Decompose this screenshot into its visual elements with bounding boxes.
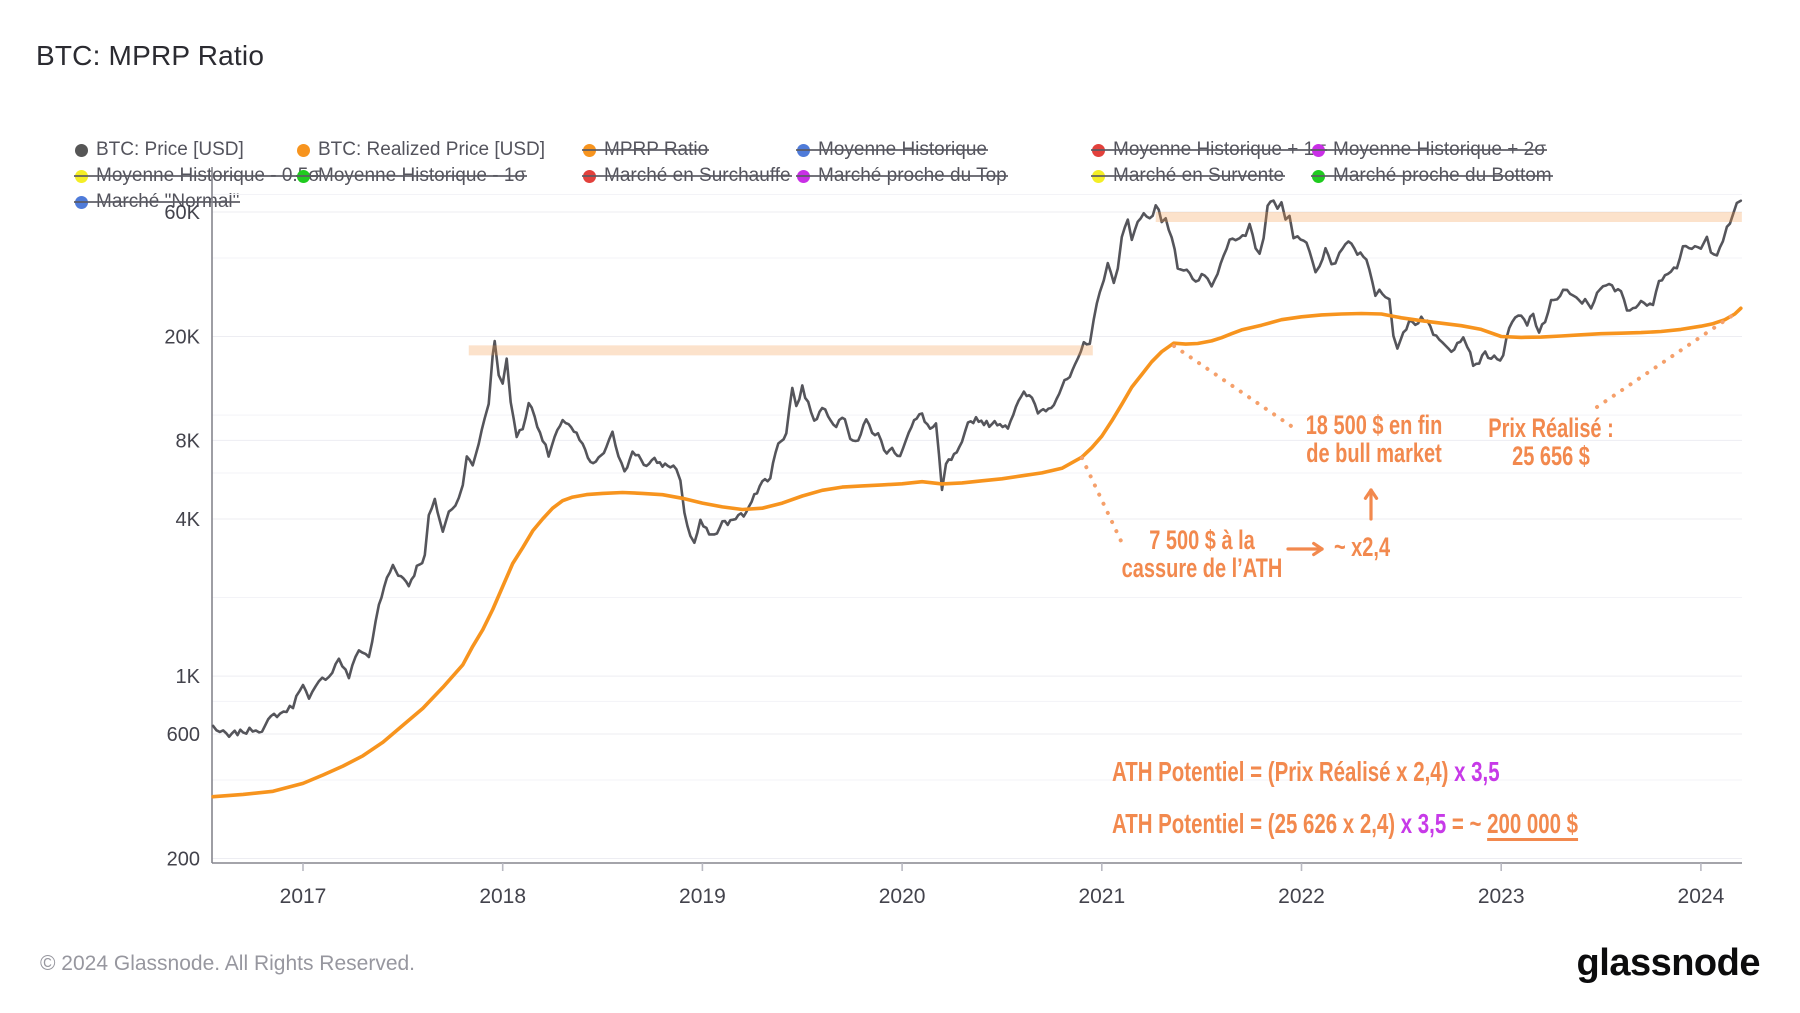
y-tick-label: 20K <box>164 327 200 349</box>
x-tick-label: 2022 <box>1278 885 1325 908</box>
y-tick-label: 600 <box>167 724 200 746</box>
chart-legend: BTC: Price [USD] BTC: Realized Price [USD… <box>0 0 1800 220</box>
glassnode-logo: glassnode <box>1576 942 1761 984</box>
formula2-orange-1: ATH Potentiel = (25 626 x 2,4) <box>1112 808 1396 839</box>
annotation-end-of-bull-line1: 18 500 $ en fin <box>1305 410 1443 440</box>
formula2-purple: x 3,5 <box>1395 808 1447 839</box>
y-tick-label: 4K <box>176 509 201 531</box>
y-tick-label: 200 <box>167 849 200 871</box>
btc-price-line <box>211 199 1743 739</box>
formula2-orange-2: = ~ <box>1446 808 1488 839</box>
legend-item[interactable]: Marché en Surchauffe <box>582 165 792 186</box>
ath-band-2021 <box>1155 212 1742 222</box>
annotation-end-of-bull: 18 500 $ en fin de bull market <box>1306 411 1443 467</box>
annotation-realized-price-line1: Prix Réalisé : <box>1488 413 1614 443</box>
x-tick-label: 2023 <box>1478 885 1525 908</box>
x-tick-label: 2019 <box>679 885 726 908</box>
formula-potential-ath: ATH Potentiel = (Prix Réalisé x 2,4) x 3… <box>1112 756 1500 788</box>
legend-item[interactable]: BTC: Realized Price [USD] <box>297 139 546 160</box>
legend-series-dot-icon <box>297 143 310 157</box>
annotation-multiplier: ~ x2,4 <box>1334 533 1390 561</box>
callout-line-realized-price <box>1595 311 1738 409</box>
legend-item[interactable]: BTC: Price [USD] <box>75 139 244 160</box>
legend-item[interactable]: Marché "Normal" <box>73 191 241 212</box>
annotation-multiplier-text: ~ x2,4 <box>1333 532 1391 562</box>
right-arrow-icon-head <box>1312 547 1324 557</box>
callout-line-ath-break <box>1080 456 1123 543</box>
formula1-orange: ATH Potentiel = (Prix Réalisé x 2,4) <box>1112 756 1449 787</box>
formula1-purple: x 3,5 <box>1448 756 1500 787</box>
annotation-ath-break-line1: 7 500 $ à la <box>1149 525 1255 555</box>
x-tick-label: 2024 <box>1678 885 1725 908</box>
legend-item[interactable]: Moyenne Historique + 1σ <box>1091 139 1327 160</box>
callout-line-end-of-bull <box>1172 344 1296 430</box>
legend-series-dot-icon <box>75 143 88 157</box>
legend-item[interactable]: Moyenne Historique - 1σ <box>295 165 528 186</box>
legend-series-label: BTC: Price [USD] <box>96 139 244 160</box>
legend-item[interactable]: Marché en Survente <box>1090 165 1286 186</box>
y-tick-label: 1K <box>176 666 201 688</box>
annotation-realized-price: Prix Réalisé : 25 656 $ <box>1488 414 1613 470</box>
annotation-realized-price-line2: 25 656 $ <box>1512 441 1590 471</box>
ath-band-2017 <box>468 345 1093 356</box>
up-arrow-icon-head <box>1369 488 1379 500</box>
annotation-ath-break-line2: cassure de l’ATH <box>1121 553 1283 583</box>
legend-item[interactable]: Moyenne Historique + 2σ <box>1311 139 1547 160</box>
y-tick-label: 60K <box>164 202 200 224</box>
legend-item[interactable]: Marché proche du Bottom <box>1311 165 1553 186</box>
x-tick-label: 2018 <box>479 885 526 908</box>
legend-item[interactable]: Marché proche du Top <box>796 165 1008 186</box>
y-tick-label: 8K <box>176 430 201 452</box>
copyright-notice: © 2024 Glassnode. All Rights Reserved. <box>40 952 416 975</box>
realized-price-line <box>211 306 1743 799</box>
annotation-end-of-bull-line2: de bull market <box>1306 438 1442 468</box>
annotation-ath-break: 7 500 $ à la cassure de l’ATH <box>1122 526 1283 582</box>
formula-potential-ath-numeric: ATH Potentiel = (25 626 x 2,4) x 3,5 = ~… <box>1112 808 1578 840</box>
x-tick-label: 2017 <box>280 885 327 908</box>
formula2-target-value: 200 000 $ <box>1487 808 1579 839</box>
x-tick-label: 2021 <box>1078 885 1125 908</box>
page-title: BTC: MPRP Ratio <box>36 40 265 71</box>
legend-item[interactable]: Moyenne Historique - 0.5σ <box>73 165 322 186</box>
legend-item[interactable]: MPRP Ratio <box>581 139 710 160</box>
x-tick-label: 2020 <box>879 885 926 908</box>
legend-series-label: BTC: Realized Price [USD] <box>318 139 546 160</box>
legend-item[interactable]: Moyenne Historique <box>796 139 988 160</box>
